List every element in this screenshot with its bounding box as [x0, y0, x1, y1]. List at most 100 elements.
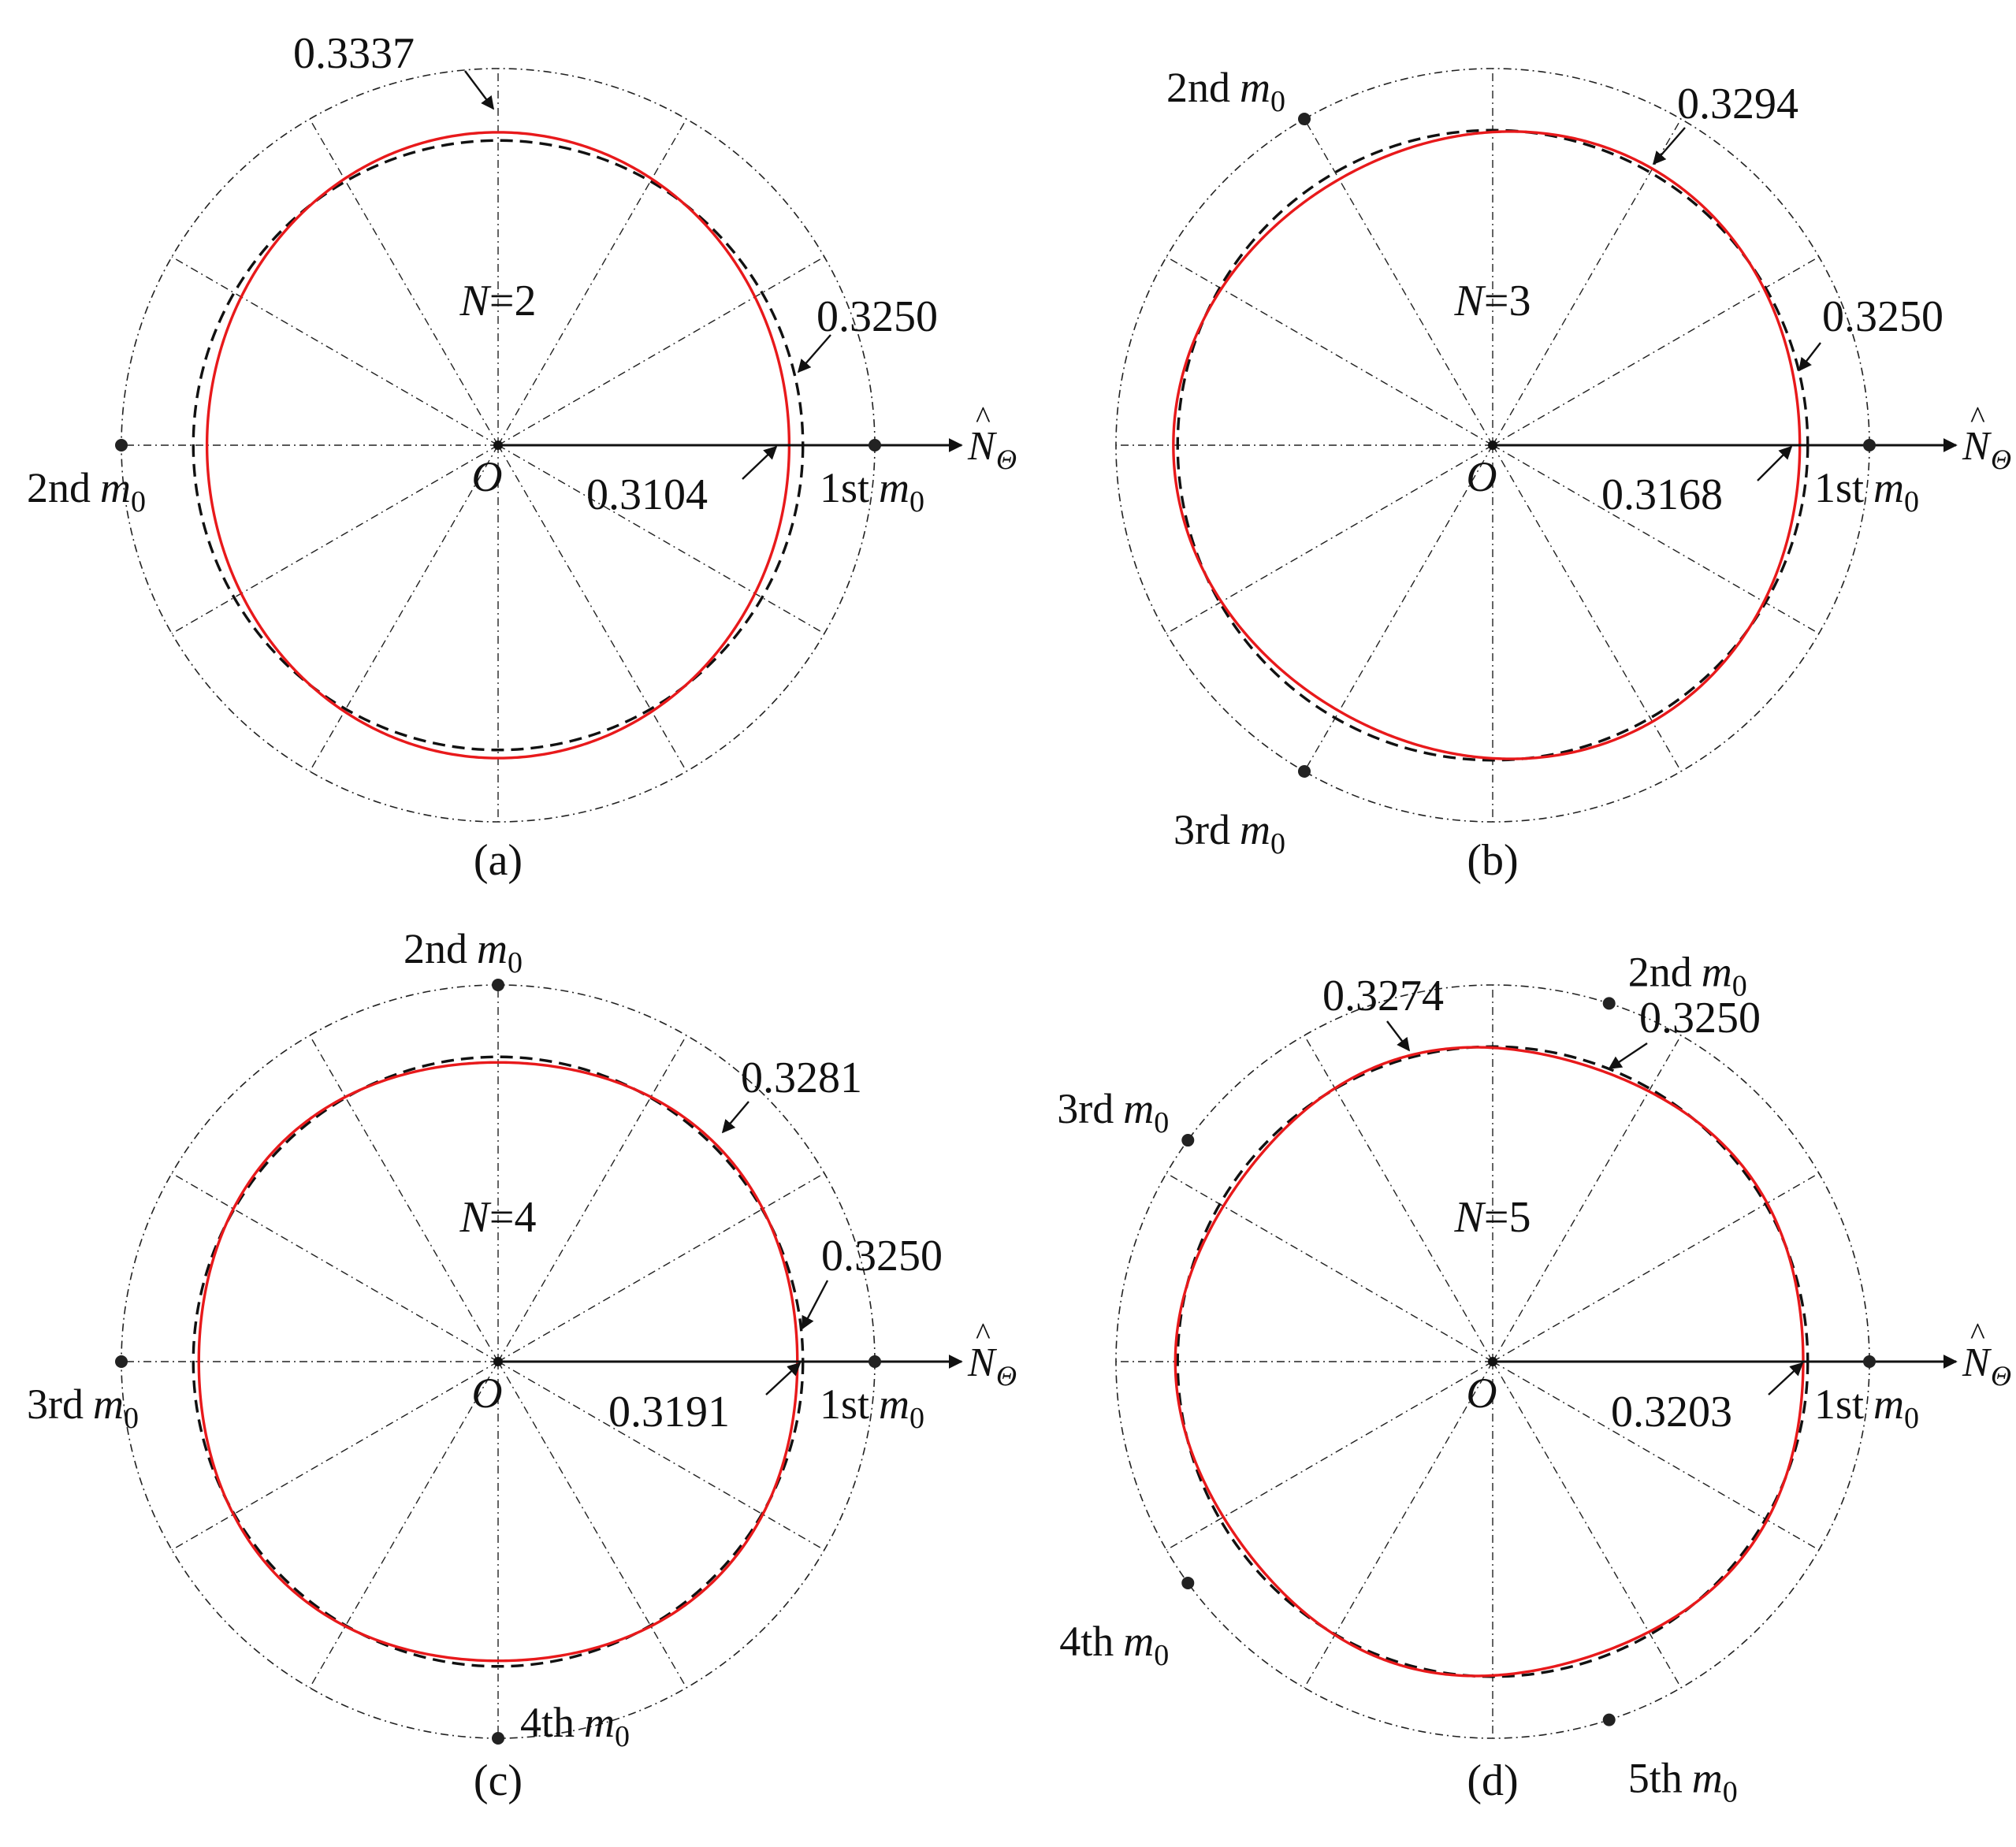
mass-unit-subscript: 0 — [1904, 485, 1919, 518]
mass-unit: m — [1702, 948, 1732, 995]
radial-gridline — [1304, 444, 1493, 772]
mass-unit-subscript: 0 — [124, 1402, 139, 1435]
mass-ordinal: 3rd — [1174, 806, 1230, 853]
mass-marker — [1298, 113, 1311, 126]
radial-gridline — [309, 444, 499, 772]
annotation-arrow — [801, 1280, 829, 1330]
radial-gridline — [497, 444, 687, 772]
mass-marker — [1602, 1713, 1616, 1726]
mass-unit: m — [879, 464, 909, 511]
response-curve — [1174, 1046, 1805, 1678]
axis-label-hat: ^ — [1970, 400, 1985, 435]
n-symbol: N — [1454, 1193, 1486, 1242]
axis-label-hat: ^ — [1970, 1316, 1985, 1351]
response-curve — [197, 1061, 799, 1663]
mass-unit: m — [1240, 64, 1270, 111]
radial-gridline — [497, 1361, 687, 1689]
axis-label-subscript: Θ — [1991, 444, 2011, 475]
mass-marker — [115, 439, 128, 452]
value-annotation: 0.3294 — [1677, 80, 1798, 128]
radial-gridline — [1492, 1361, 1682, 1689]
radial-gridline — [1304, 118, 1493, 446]
radial-gridline — [1304, 1035, 1493, 1362]
axis-label: N^Θ — [967, 1316, 1017, 1392]
axis-label-symbol: N — [967, 424, 998, 469]
radial-gridline — [1492, 1172, 1820, 1362]
radial-gridline — [1166, 1172, 1493, 1362]
mass-unit-subscript: 0 — [131, 485, 146, 518]
mass-unit-subscript: 0 — [1154, 1639, 1169, 1672]
axis-label-hat: ^ — [976, 400, 991, 435]
n-value: =5 — [1484, 1193, 1531, 1242]
radial-gridline — [171, 1361, 499, 1551]
mass-unit-subscript: 0 — [508, 946, 523, 979]
radial-gridline — [171, 444, 499, 634]
mass-unit-subscript: 0 — [1270, 827, 1285, 860]
radial-gridline — [1166, 1361, 1493, 1551]
n-symbol: N — [459, 277, 492, 325]
mass-marker-label: 1st m0 — [820, 464, 924, 518]
radial-gridline — [309, 1361, 499, 1689]
mass-marker-label: 4th m0 — [520, 1699, 630, 1753]
n-label: N=4 — [459, 1193, 537, 1242]
panel-caption: (d) — [1467, 1756, 1518, 1805]
mass-marker — [869, 439, 881, 452]
n-value: =3 — [1484, 277, 1531, 325]
radial-gridline — [1304, 1361, 1493, 1689]
value-annotation: 0.3203 — [1611, 1388, 1732, 1436]
radial-gridline — [497, 118, 687, 446]
n-label: N=5 — [1454, 1193, 1531, 1242]
mass-ordinal: 3rd — [27, 1381, 84, 1428]
mass-unit: m — [1123, 1618, 1154, 1665]
value-annotation: 0.3250 — [816, 292, 938, 341]
axis-label-subscript: Θ — [996, 444, 1017, 475]
mass-marker — [492, 979, 504, 991]
radial-gridline — [497, 256, 825, 446]
axis-label-symbol: N — [1962, 1340, 1992, 1385]
response-curve — [205, 131, 791, 760]
mass-unit: m — [1240, 806, 1270, 853]
mass-ordinal: 2nd — [1166, 64, 1230, 111]
annotation-arrow — [797, 334, 831, 373]
mass-ordinal: 5th — [1628, 1755, 1683, 1802]
mass-unit: m — [584, 1699, 615, 1746]
mass-unit-subscript: 0 — [1723, 1776, 1738, 1809]
axis-label-hat: ^ — [976, 1316, 991, 1351]
mass-marker — [1602, 997, 1616, 1010]
mass-marker-label: 3rd m0 — [27, 1381, 139, 1435]
mass-marker-label: 3rd m0 — [1057, 1085, 1169, 1139]
annotation-arrow — [742, 445, 778, 480]
origin-label: O — [1467, 453, 1497, 500]
mass-unit-subscript: 0 — [1904, 1402, 1919, 1435]
mass-unit-subscript: 0 — [909, 1402, 924, 1435]
mass-marker — [1298, 764, 1311, 778]
radial-gridline — [1166, 444, 1493, 634]
mass-ordinal: 1st — [1814, 1381, 1864, 1428]
n-label: N=3 — [1454, 277, 1531, 325]
mass-ordinal: 4th — [1059, 1618, 1114, 1665]
axis-label: N^Θ — [1962, 1316, 2011, 1392]
value-annotation: 0.3104 — [586, 470, 708, 519]
value-annotation: 0.3281 — [741, 1054, 862, 1102]
annotation-arrow — [1757, 445, 1793, 481]
origin-dot — [1488, 440, 1497, 450]
n-value: =2 — [489, 277, 537, 325]
value-annotation: 0.3250 — [1822, 292, 1943, 341]
n-value: =4 — [489, 1193, 537, 1242]
mass-unit-subscript: 0 — [1154, 1106, 1169, 1139]
mass-unit-subscript: 0 — [1270, 85, 1285, 118]
mass-marker — [1181, 1134, 1195, 1147]
mass-ordinal: 2nd — [1628, 948, 1692, 995]
mass-marker — [1863, 1355, 1876, 1368]
mass-marker-label: 3rd m0 — [1174, 806, 1285, 860]
origin-label: O — [1467, 1369, 1497, 1417]
mass-marker — [1863, 439, 1876, 452]
mass-unit-subscript: 0 — [1732, 969, 1747, 1002]
mass-unit: m — [477, 925, 508, 972]
mass-ordinal: 2nd — [404, 925, 467, 972]
axis-label: N^Θ — [1962, 400, 2011, 475]
mass-ordinal: 2nd — [27, 464, 91, 511]
